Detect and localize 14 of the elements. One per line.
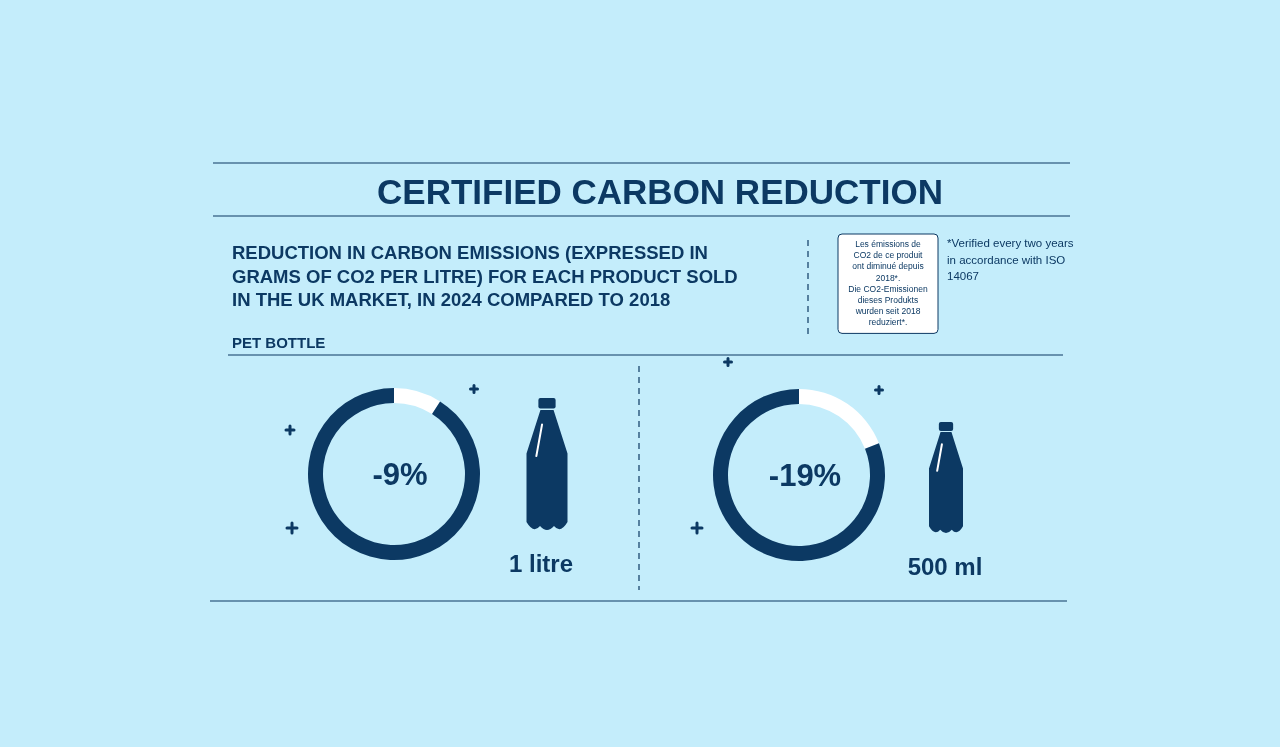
text: -19% bbox=[768, 458, 842, 493]
text: Die CO2-Emissionen dieses Produkts wurden seit 2018 reduziert*. bbox=[848, 283, 928, 328]
donut-slice bbox=[799, 389, 879, 449]
text: REDUCTION IN CARBON EMISSIONS (EXPRESSED IN GRAMS OF CO2 PER LITRE) FOR EACH PRODUCT SOLD IN THE UK MARKET, IN 2024 COMPARED TO 2018 bbox=[232, 242, 738, 310]
text: *Verified every two years in accordance with ISO 14067 bbox=[947, 237, 1074, 282]
donut-slice bbox=[308, 388, 480, 560]
text: 500 ml bbox=[907, 553, 983, 580]
donut-slice bbox=[394, 388, 441, 415]
text: CERTIFIED CARBON REDUCTION bbox=[377, 172, 943, 211]
text: -9% bbox=[372, 457, 428, 492]
text: PET BOTTLE bbox=[232, 334, 326, 351]
donut-slice bbox=[713, 389, 885, 561]
text: 1 litre bbox=[508, 550, 574, 577]
text: Les émissions de CO2 de ce produit ont diminué depuis 2018*. bbox=[852, 239, 924, 283]
